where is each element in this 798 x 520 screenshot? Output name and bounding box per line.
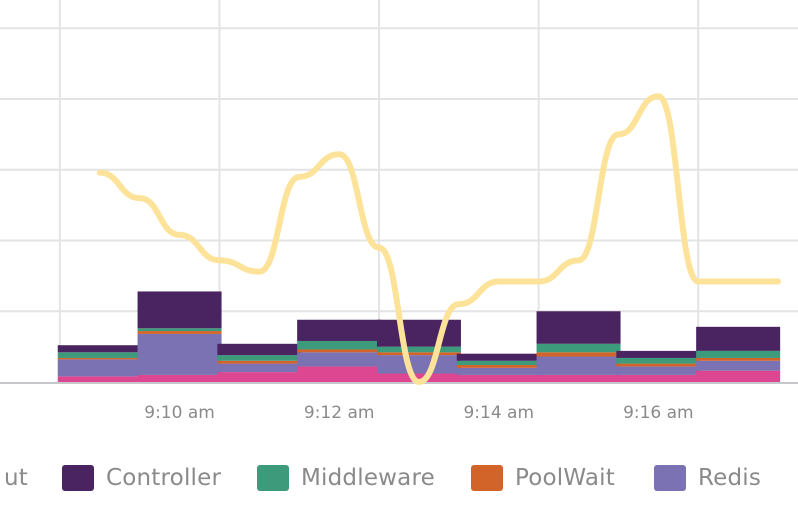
bar-segment-other	[696, 370, 781, 382]
line-series	[96, 93, 782, 385]
bar-segment-redis	[297, 352, 382, 367]
bar-segment-redis	[616, 366, 701, 375]
x-axis-ticks: 9:10 am9:12 am9:14 am9:16 am9	[144, 403, 694, 423]
bar-segment-other	[376, 373, 461, 382]
bar-segment-poolwait	[57, 357, 142, 360]
bar-segment-middleware	[616, 357, 701, 364]
bar-segment-poolwait	[297, 349, 382, 353]
bar-segment-controller	[696, 326, 781, 351]
bar-segment-controller	[217, 343, 302, 356]
chart: 9:10 am9:12 am9:14 am9:16 am9	[0, 0, 798, 423]
bar-segment-middleware	[217, 355, 302, 361]
x-tick-label: 9:12 am	[304, 403, 375, 423]
bar-segment-poolwait	[696, 357, 781, 361]
bar-segment-middleware	[57, 352, 142, 358]
legend-label: Redis	[698, 465, 762, 491]
legend: ut Controller Middleware PoolWait Redis	[0, 458, 798, 498]
bar-segment-redis	[376, 355, 461, 374]
bar-segment-other	[217, 372, 302, 382]
x-tick-label: 9:16 am	[623, 403, 694, 423]
legend-item-poolwait[interactable]: PoolWait	[471, 458, 615, 498]
bar-segment-redis	[137, 333, 222, 375]
bar-segment-controller	[456, 353, 541, 361]
bar-segment-controller	[57, 345, 142, 353]
legend-swatch	[471, 465, 503, 491]
stacked-bars	[57, 291, 781, 382]
bar-segment-controller	[376, 319, 461, 347]
legend-item-ut[interactable]: ut	[0, 458, 28, 498]
bar-segment-poolwait	[376, 352, 461, 356]
bar-segment-redis	[456, 367, 541, 375]
bar-segment-poolwait	[536, 352, 621, 357]
bar-segment-middleware	[137, 328, 222, 332]
bar-segment-poolwait	[616, 363, 701, 367]
bar-segment-redis	[217, 363, 302, 373]
bar-segment-middleware	[376, 346, 461, 353]
bar-segment-middleware	[297, 340, 382, 350]
legend-swatch	[257, 465, 289, 491]
x-tick-label: 9:14 am	[463, 403, 534, 423]
legend-swatch	[654, 465, 686, 491]
bar-segment-other	[297, 366, 382, 382]
bar-segment-redis	[536, 356, 621, 375]
bar-segment-controller	[297, 319, 382, 341]
bar-segment-middleware	[696, 350, 781, 358]
bar-segment-redis	[696, 360, 781, 371]
legend-swatch	[62, 465, 94, 491]
bar-segment-other	[456, 374, 541, 382]
bar-segment-controller	[616, 350, 701, 358]
grid-lines	[0, 0, 798, 382]
legend-item-middleware[interactable]: Middleware	[257, 458, 435, 498]
bar-segment-middleware	[456, 360, 541, 366]
x-tick-label: 9:10 am	[144, 403, 215, 423]
bar-segment-poolwait	[217, 360, 302, 364]
legend-item-controller[interactable]: Controller	[62, 458, 221, 498]
bar-segment-middleware	[536, 343, 621, 353]
bar-segment-redis	[57, 359, 142, 377]
legend-label: PoolWait	[515, 465, 615, 491]
bar-segment-other	[616, 374, 701, 382]
legend-label: ut	[4, 465, 28, 491]
legend-label: Controller	[106, 465, 222, 491]
bar-segment-other	[536, 374, 621, 382]
bar-segment-controller	[137, 291, 222, 329]
bar-segment-poolwait	[137, 331, 222, 334]
bar-segment-other	[137, 374, 222, 382]
legend-item-redis[interactable]: Redis	[654, 458, 761, 498]
bar-segment-controller	[536, 311, 621, 344]
bar-segment-other	[57, 376, 142, 382]
bar-segment-poolwait	[456, 365, 541, 368]
legend-label: Middleware	[301, 465, 435, 491]
